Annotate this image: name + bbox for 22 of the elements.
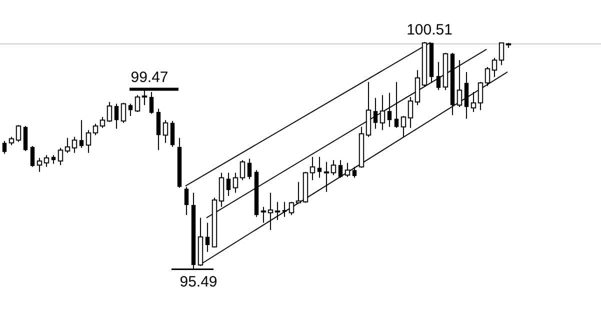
candlestick	[436, 61, 441, 91]
annotation: 99.47	[130, 68, 168, 86]
candlestick	[282, 201, 287, 218]
candlestick	[170, 120, 175, 148]
candlestick	[394, 81, 399, 128]
candlestick	[352, 166, 357, 178]
candlestick	[247, 158, 252, 180]
candlestick	[205, 222, 210, 252]
candlestick	[30, 146, 35, 168]
candlestick	[373, 97, 378, 130]
annotation: 100.51	[406, 22, 452, 39]
candlestick	[317, 156, 322, 178]
candlestick	[79, 120, 84, 148]
candlestick	[156, 108, 161, 151]
candlestick	[114, 103, 119, 130]
candlestick	[226, 172, 231, 196]
candlestick	[387, 92, 392, 128]
candlestick	[2, 140, 7, 154]
candlestick	[338, 160, 343, 178]
candlestick	[128, 103, 133, 117]
annotation: 95.49	[180, 274, 218, 291]
candlestick	[23, 126, 28, 152]
